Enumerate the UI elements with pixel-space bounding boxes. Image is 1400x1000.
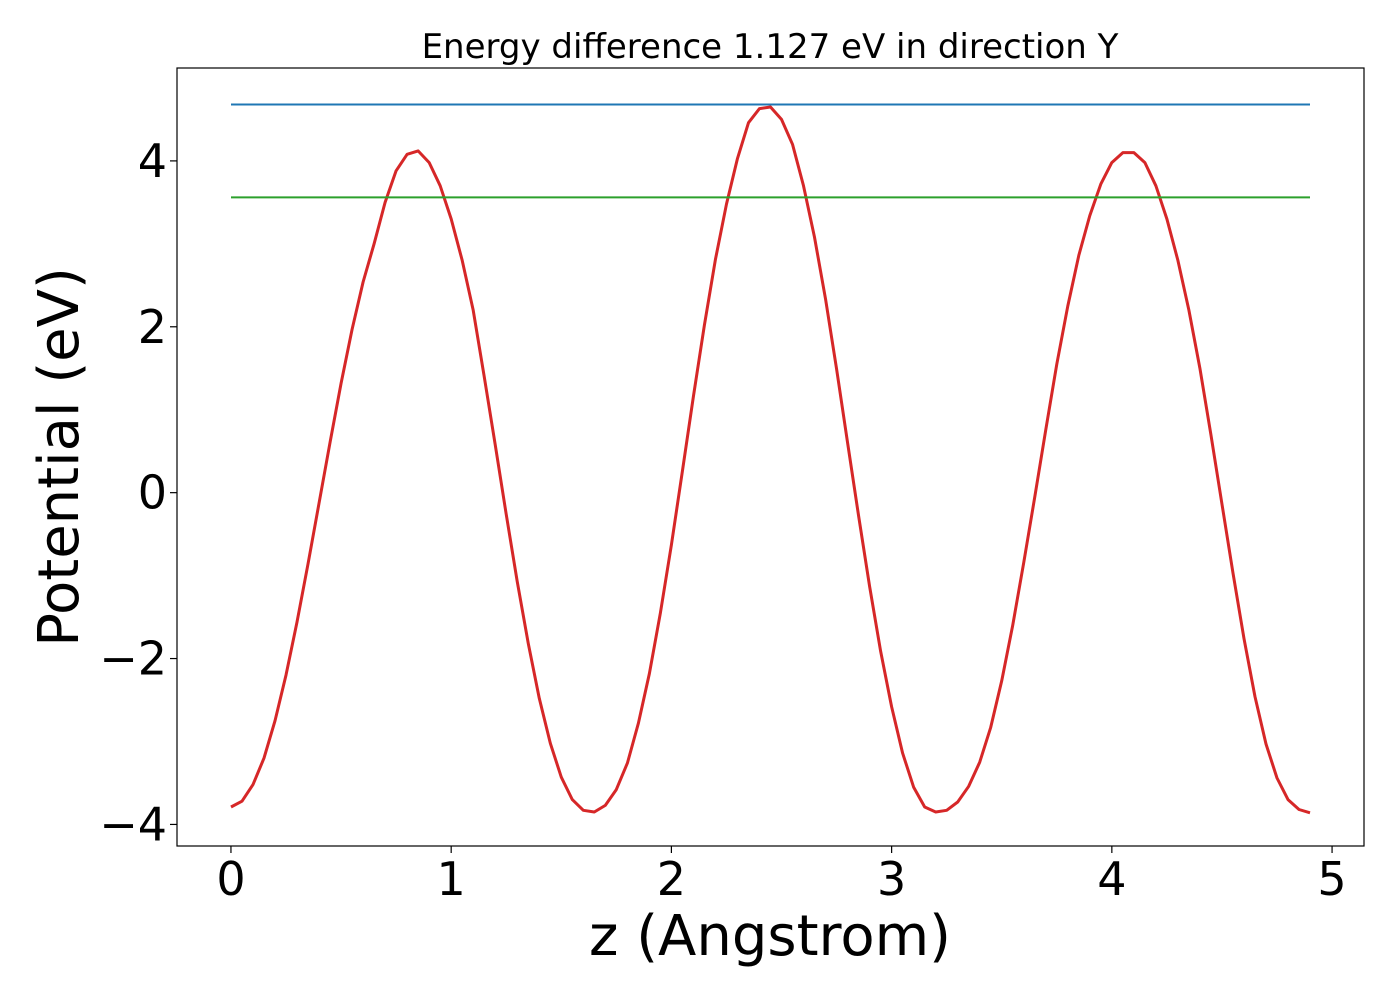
y-tick-label: 0 (138, 466, 167, 520)
x-tick-label: 1 (437, 852, 466, 906)
x-tick-label: 4 (1097, 852, 1126, 906)
y-axis-label: Potential (eV) (27, 267, 92, 647)
potential-curve (230, 105, 1311, 815)
plot-area (230, 103, 1311, 815)
y-tick-label: −4 (99, 797, 167, 851)
axis-ticks: 0 1 2 3 4 5 −4 −2 0 2 4 (99, 134, 1347, 906)
y-tick-label: −2 (99, 632, 167, 686)
x-tick-label: 2 (657, 852, 686, 906)
x-tick-label: 0 (216, 852, 245, 906)
chart-title: Energy difference 1.127 eV in direction … (422, 27, 1119, 67)
x-tick-label: 3 (877, 852, 906, 906)
y-tick-label: 4 (138, 134, 167, 188)
y-tick-label: 2 (138, 300, 167, 354)
axes-frame (176, 67, 1365, 847)
x-tick-label: 5 (1317, 852, 1346, 906)
x-axis-label: z (Angstrom) (589, 904, 951, 969)
